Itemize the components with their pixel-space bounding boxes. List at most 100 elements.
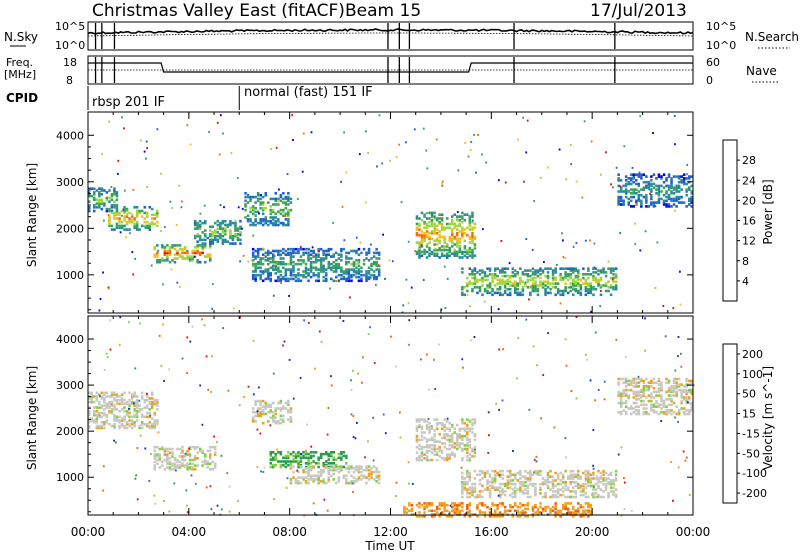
echo-cell [418,425,421,429]
echo-cell [430,222,434,226]
echo-cell [519,482,522,486]
echo-cell [161,259,164,262]
echo-cell [128,398,131,402]
echo-cell [446,226,449,230]
echo-cell [564,503,567,507]
scatter-point [260,470,262,473]
echo-cell [579,486,583,489]
echo-cell [531,286,535,289]
echo-cell [501,269,504,272]
echo-cell [211,238,214,242]
echo-cell [110,404,114,407]
echo-cell [509,287,512,291]
echo-cell [345,480,348,483]
echo-cell [655,399,658,403]
echo-cell [647,385,651,388]
scatter-point [320,340,323,343]
echo-cell [221,240,225,243]
scatter-point [685,456,688,459]
scatter-point [440,182,443,185]
echo-cell [105,404,109,407]
scatter-point [156,128,159,131]
echo-cell [569,282,572,285]
echo-cell [221,221,225,225]
scatter-point [292,397,295,400]
echo-cell [587,269,590,272]
echo-cell [569,502,572,505]
echo-cell [519,471,522,475]
echo-cell [564,271,567,274]
echo-cell [372,260,376,264]
echo-cell [314,253,318,256]
echo-cell [433,217,436,220]
echo-cell [556,511,560,514]
echo-cell [559,471,562,475]
echo-cell [337,456,341,460]
echo-cell [526,484,530,488]
echo-cell [471,241,474,244]
echo-cell [509,505,512,509]
echo-cell [433,228,436,231]
echo-cell [539,482,542,486]
echo-cell [289,197,293,201]
echo-cell [483,471,487,475]
echo-cell [277,197,280,201]
echo-cell [534,492,537,495]
echo-cell [267,272,270,275]
scatter-point [632,177,635,180]
echo-cell [231,221,235,225]
echo-cell [463,293,467,297]
scatter-point [162,323,164,326]
echo-cell [264,251,267,255]
echo-cell [539,284,542,287]
echo-cell [428,241,431,244]
echo-cell [458,445,462,449]
echo-cell [153,457,156,460]
echo-cell [597,486,600,489]
echo-cell [650,201,653,204]
echo-cell [256,412,260,416]
echo-cell [325,255,328,258]
echo-cell [105,402,109,406]
echo-cell [554,511,557,514]
echo-cell [317,259,320,262]
echo-cell [466,492,469,495]
echo-cell [292,458,295,461]
echo-cell [191,255,194,258]
echo-cell [650,190,653,193]
echo-cell [574,269,577,272]
echo-cell [284,249,288,253]
echo-cell [519,490,522,493]
echo-cell [503,509,507,513]
echo-cell [90,395,93,398]
echo-cell [418,224,421,228]
echo-cell [196,451,199,454]
echo-cell [337,257,341,260]
echo-cell [572,278,575,282]
echo-cell [108,217,111,220]
scatter-point [427,417,430,420]
echo-cell [93,411,96,415]
echo-cell [614,469,618,473]
echo-cell [466,427,469,431]
scatter-point [239,234,242,237]
echo-cell [277,218,280,221]
echo-cell [327,468,330,472]
echo-cell [599,471,603,475]
echo-cell [478,502,482,505]
echo-cell [312,272,315,275]
echo-cell [637,182,640,186]
scatter-point [592,486,595,489]
echo-cell [531,484,535,488]
echo-cell [289,465,293,468]
echo-cell [289,452,293,456]
echo-cell [453,235,456,239]
echo-cell [486,488,489,491]
echo-cell [98,411,101,415]
echo-cell [125,411,129,415]
echo-cell [297,259,300,262]
echo-cell [519,473,522,477]
colorbar-tick-label: -50 [742,447,760,460]
echo-cell [151,217,154,220]
scatter-point [116,172,119,175]
